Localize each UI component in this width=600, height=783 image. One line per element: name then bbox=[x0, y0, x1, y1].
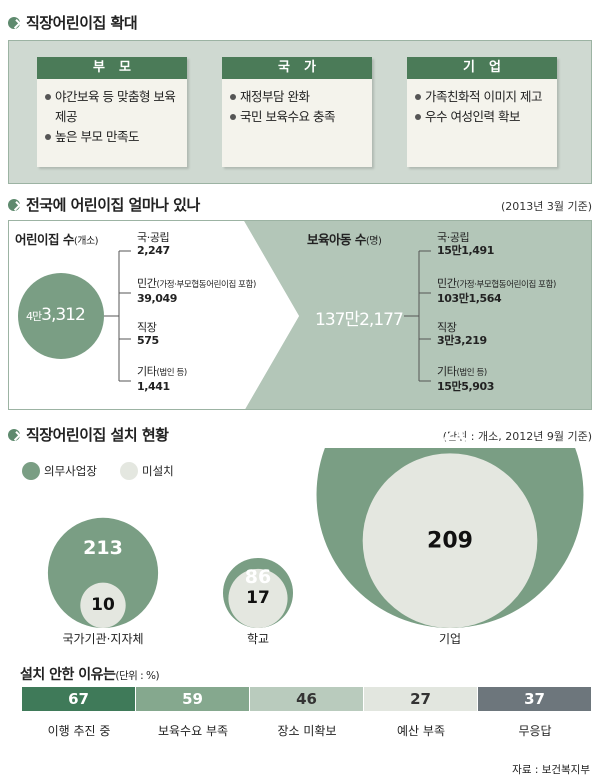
nationwide-graphic bbox=[9, 221, 591, 409]
left-item-private: 민간(가정·부모협동어린이집 포함) 39,049 bbox=[137, 277, 256, 305]
bubble-category-label: 학교 bbox=[246, 632, 270, 646]
bubble-mandatory-0 bbox=[47, 517, 159, 628]
section-title-expansion: 직장어린이집 확대 bbox=[8, 12, 138, 33]
reasons-bar-chart: 67 59 46 27 37 bbox=[22, 687, 592, 711]
legend-swatch bbox=[120, 462, 138, 480]
nationwide-panel: 어린이집 수(개소) 4만3,312 국·공립 2,247 민간(가정·부모협동어… bbox=[8, 220, 592, 410]
card-head: 국가 bbox=[222, 57, 372, 79]
list-item: 높은 부모 만족도 bbox=[45, 127, 181, 147]
left-connector bbox=[104, 250, 131, 382]
list-item: 재정부담 완화 bbox=[230, 87, 366, 107]
legend-swatch bbox=[22, 462, 40, 480]
check-icon bbox=[8, 428, 20, 441]
source-note: 자료 : 보건복지부 bbox=[512, 764, 590, 776]
reason-label: 예산 부족 bbox=[397, 724, 445, 738]
left-total: 4만3,312 bbox=[26, 305, 86, 325]
legend-mandatory: 의무사업장 bbox=[22, 462, 97, 480]
card-parents: 부모 야간보육 등 맞춤형 보육 제공 높은 부모 만족도 bbox=[37, 57, 187, 167]
list-item: 가족친화적 이미지 제고 bbox=[415, 87, 551, 107]
legend-not-installed: 미설치 bbox=[120, 462, 174, 480]
section-title-installation: 직장어린이집 설치 현황 bbox=[8, 424, 169, 445]
card-head: 부모 bbox=[37, 57, 187, 79]
reason-bar: 27 bbox=[364, 687, 478, 711]
note-unit: (단위 : 개소, 2012년 9월 기준) bbox=[442, 430, 592, 443]
childcare-count-circle bbox=[18, 273, 104, 359]
bubble-not-installed-2 bbox=[362, 453, 538, 628]
arrow-left bbox=[9, 221, 299, 409]
list-item: 우수 여성인력 확보 bbox=[415, 107, 551, 127]
reason-label: 보육수요 부족 bbox=[157, 724, 229, 738]
left-item-workplace: 직장 575 bbox=[137, 321, 159, 347]
list-item: 야간보육 등 맞춤형 보육 제공 bbox=[45, 87, 181, 127]
bubble-value-not-installed: 17 bbox=[246, 588, 270, 609]
left-item-other: 기타(법인 등) 1,441 bbox=[137, 365, 187, 393]
bubble-value-mandatory: 86 bbox=[244, 566, 272, 589]
reason-label: 장소 미확보 bbox=[277, 724, 337, 738]
bubble-not-installed-1 bbox=[228, 568, 288, 628]
left-item-public: 국·공립 2,247 bbox=[137, 231, 170, 257]
right-total: 137만2,177 bbox=[315, 310, 404, 330]
bubble-chart-svg bbox=[47, 448, 584, 628]
list-item: 국민 보육수요 충족 bbox=[230, 107, 366, 127]
expansion-panel: 부모 야간보육 등 맞춤형 보육 제공 높은 부모 만족도 국가 재정부담 완화… bbox=[8, 40, 592, 184]
right-header: 보육아동 수(명) bbox=[307, 232, 382, 247]
right-item-other: 기타(법인 등) 15만5,903 bbox=[437, 365, 495, 393]
bubble-value-mandatory: 620 bbox=[427, 421, 473, 447]
note-date: (2013년 3월 기준) bbox=[500, 200, 592, 213]
arrow-band bbox=[244, 221, 591, 409]
right-connector bbox=[404, 250, 431, 382]
reason-bar: 37 bbox=[478, 687, 592, 711]
reason-bar: 67 bbox=[22, 687, 136, 711]
bubble-value-not-installed: 209 bbox=[427, 528, 473, 554]
reasons-title: 설치 안한 이유는(단위 : %) bbox=[20, 667, 160, 683]
left-header: 어린이집 수(개소) bbox=[15, 232, 99, 247]
section-title-nationwide: 전국에 어린이집 얼마나 있나 bbox=[8, 194, 200, 215]
reason-label: 무응답 bbox=[518, 724, 552, 738]
bubble-not-installed-0 bbox=[80, 582, 126, 628]
bubble-value-mandatory: 213 bbox=[83, 537, 123, 560]
child-count-circle bbox=[318, 273, 404, 359]
bubble-category-label: 국가기관·지자체 bbox=[62, 632, 144, 646]
bubble-value-not-installed: 10 bbox=[91, 595, 115, 616]
right-item-private: 민간(가정·부모협동어린이집 포함) 103만1,564 bbox=[437, 277, 556, 305]
reason-label: 이행 추진 중 bbox=[47, 724, 111, 738]
card-head: 기업 bbox=[407, 57, 557, 79]
right-item-workplace: 직장 3만3,219 bbox=[437, 321, 487, 347]
check-icon bbox=[8, 16, 20, 29]
bubble-category-label: 기업 bbox=[438, 632, 462, 646]
card-state: 국가 재정부담 완화 국민 보육수요 충족 bbox=[222, 57, 372, 167]
installation-chart: 213 10 국가기관·지자체 86 17 학교 620 209 기업 bbox=[8, 422, 592, 648]
reason-bar: 46 bbox=[250, 687, 364, 711]
card-company: 기업 가족친화적 이미지 제고 우수 여성인력 확보 bbox=[407, 57, 557, 167]
reason-bar: 59 bbox=[136, 687, 250, 711]
check-icon bbox=[8, 198, 20, 211]
right-item-public: 국·공립 15만1,491 bbox=[437, 231, 495, 257]
